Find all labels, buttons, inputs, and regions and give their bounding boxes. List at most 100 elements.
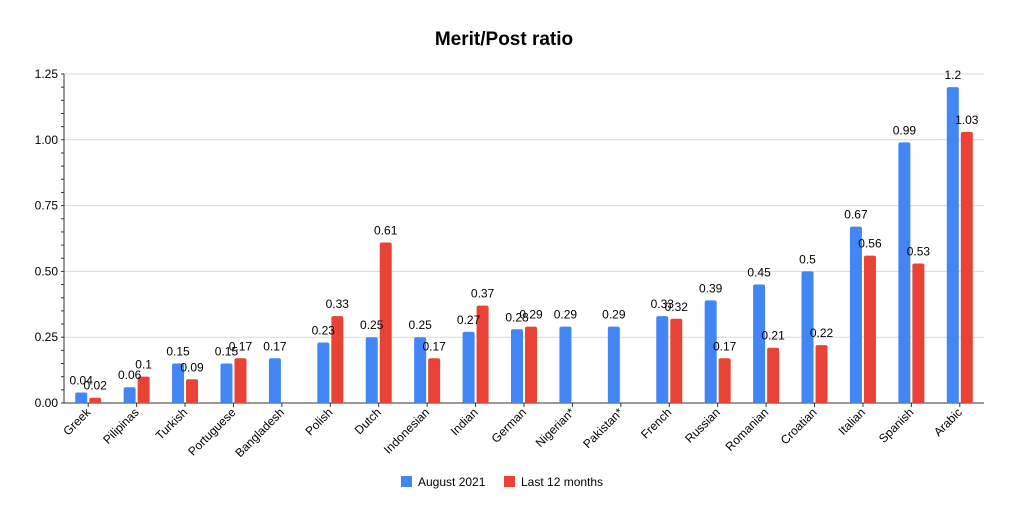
data-label: 1.03 <box>955 113 979 127</box>
x-tick-label: Pilipinas <box>100 405 142 447</box>
x-tick-label: Greek <box>60 405 94 439</box>
x-tick-label: French <box>638 405 674 441</box>
x-tick-label: Indonesian <box>381 405 432 456</box>
data-label: 0.17 <box>713 339 737 353</box>
x-tick-label: Croatian <box>778 405 820 447</box>
bar <box>511 329 523 403</box>
bar <box>946 87 959 403</box>
axes <box>61 73 984 407</box>
data-label: 0.17 <box>422 339 446 353</box>
data-label: 0.02 <box>84 379 108 393</box>
data-label: 0.33 <box>651 297 675 311</box>
x-tick-label: Dutch <box>352 405 384 437</box>
data-label: 0.04 <box>70 373 94 387</box>
y-tick-label: 1.00 <box>35 133 59 147</box>
bar <box>704 300 717 403</box>
bar <box>317 342 330 403</box>
data-label: 0.17 <box>229 339 253 353</box>
bar <box>234 358 247 403</box>
data-label: 0.67 <box>844 208 868 222</box>
y-tick-labels: 0.00 0.25 0.50 0.75 1.00 1.25 <box>35 67 59 410</box>
data-label: 0.61 <box>374 223 398 237</box>
bar <box>89 397 102 403</box>
x-tick-label: German <box>489 405 530 446</box>
bar <box>718 358 731 403</box>
data-label: 0.22 <box>810 326 834 340</box>
bar <box>559 326 572 403</box>
legend-swatch <box>504 476 515 487</box>
data-label: 0.33 <box>326 297 350 311</box>
data-label: 0.29 <box>519 308 543 322</box>
data-label: 0.37 <box>471 287 495 301</box>
data-label: 0.21 <box>761 329 785 343</box>
legend-label: August 2021 <box>418 475 486 489</box>
x-tick-label: Nigerian* <box>533 405 578 450</box>
data-label: 0.06 <box>118 368 142 382</box>
data-label: 0.53 <box>907 245 931 259</box>
y-tick-label: 0.25 <box>35 330 59 344</box>
x-tick-label: Turkish <box>153 405 190 442</box>
y-tick-label: 0.00 <box>35 396 59 410</box>
legend: August 2021 Last 12 months <box>401 475 603 489</box>
x-tick-label: Portuguese <box>185 405 239 459</box>
data-label: 0.39 <box>699 281 723 295</box>
bar <box>525 326 537 403</box>
y-tick-label: 1.25 <box>35 67 59 81</box>
data-label: 0.27 <box>457 313 481 327</box>
data-label: 0.15 <box>166 345 190 359</box>
legend-swatch <box>401 476 412 487</box>
data-labels: 0.040.020.060.10.150.090.150.17 0.170.230… <box>70 68 979 393</box>
y-tick-label: 0.50 <box>35 264 59 278</box>
data-label: 0.23 <box>312 323 336 337</box>
bar <box>137 376 150 403</box>
x-tick-label: Romanian <box>723 405 772 454</box>
data-label: 0.32 <box>665 300 689 314</box>
bar <box>912 263 925 403</box>
bar <box>186 379 199 403</box>
y-tick-label: 0.75 <box>35 199 59 213</box>
data-label: 0.56 <box>858 237 882 251</box>
bar <box>75 392 88 403</box>
data-label: 0.09 <box>180 360 204 374</box>
bar <box>801 271 814 403</box>
x-tick-label: Italian <box>836 405 869 438</box>
x-tick-label: Polish <box>302 405 335 438</box>
data-label: 1.2 <box>944 68 961 82</box>
data-label: 0.25 <box>360 318 384 332</box>
bar <box>462 331 475 403</box>
data-label: 0.29 <box>554 308 578 322</box>
data-label: 0.29 <box>602 308 626 322</box>
bar <box>607 326 620 403</box>
bar <box>172 363 185 403</box>
data-label: 0.45 <box>747 266 771 280</box>
x-tick-label: Spanish <box>876 405 917 446</box>
x-tick-label: Pakistan* <box>580 405 626 451</box>
bar <box>414 337 427 403</box>
data-label: 0.25 <box>408 318 432 332</box>
legend-label: Last 12 months <box>521 475 603 489</box>
bar <box>767 347 780 403</box>
bar <box>898 142 911 403</box>
bar <box>428 358 441 403</box>
bar <box>379 242 392 403</box>
data-label: 0.1 <box>135 358 152 372</box>
data-label: 0.17 <box>263 339 287 353</box>
bar <box>268 358 281 403</box>
bar <box>815 345 828 403</box>
bar <box>331 316 344 403</box>
bar <box>123 387 136 403</box>
bar <box>753 284 766 403</box>
bar <box>863 255 876 403</box>
bar <box>960 131 973 404</box>
bars <box>75 87 973 404</box>
bar <box>849 226 862 403</box>
data-label: 0.5 <box>799 252 816 266</box>
bar <box>365 337 378 403</box>
x-tick-label: Bangladesh <box>232 405 287 460</box>
gridlines <box>64 73 984 338</box>
bar <box>656 316 669 403</box>
data-label: 0.15 <box>215 345 239 359</box>
x-tick-label: Russian <box>682 405 723 446</box>
